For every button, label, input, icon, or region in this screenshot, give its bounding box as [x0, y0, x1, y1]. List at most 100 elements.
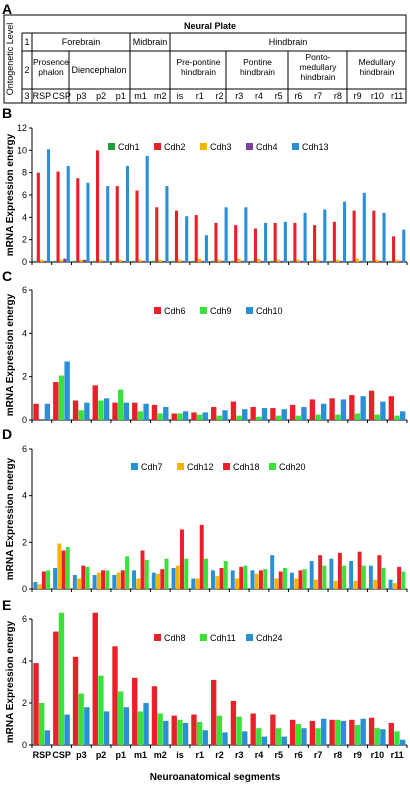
- bar-Cdh8-r7: [309, 720, 316, 745]
- bar-Cdh4-r10: [379, 260, 383, 262]
- bar-Cdh6-m1: [132, 402, 138, 420]
- bar-Cdh3-p1: [119, 259, 123, 262]
- legend-swatch-Cdh10: [246, 307, 253, 314]
- bar-Cdh11-r5: [275, 728, 282, 745]
- level3-cell-p1: p1: [116, 91, 126, 101]
- bar-Cdh1-is: [171, 260, 175, 262]
- bar-Cdh11-CSP: [58, 612, 65, 745]
- level2-medullary: Medullary hindbrain: [358, 57, 396, 77]
- bar-Cdh3-r3: [237, 258, 241, 262]
- bar-Cdh3-r6: [296, 259, 300, 262]
- bar-Cdh11-r2: [216, 715, 223, 745]
- bar-Cdh8-r2: [211, 679, 217, 745]
- bar-Cdh9-r2: [216, 415, 223, 420]
- y-tick-label: 12: [17, 123, 27, 133]
- bar-Cdh11-p3: [78, 693, 84, 745]
- bar-Cdh1-r9: [349, 260, 353, 262]
- bar-Cdh9-r7: [315, 414, 321, 420]
- level2-prosencephalon-cell: Prosence-phalon: [33, 57, 69, 77]
- bar-Cdh9-CSP: [58, 375, 65, 420]
- bar-Cdh18-r6: [298, 570, 303, 589]
- bar-Cdh7-p2: [92, 575, 97, 589]
- x-tick-label-r1: r1: [196, 750, 205, 760]
- bar-Cdh4-m1: [142, 260, 146, 262]
- bar-Cdh4-r6: [300, 260, 304, 262]
- bar-Cdh10-r8: [340, 399, 347, 420]
- level-number-3: 3: [24, 91, 29, 101]
- bar-Cdh1-RSP: [33, 260, 37, 262]
- bar-Cdh8-p3: [72, 656, 79, 745]
- bar-Cdh18-r2: [219, 568, 224, 589]
- bar-Cdh12-r3: [234, 578, 239, 589]
- bar-Cdh18-r3: [239, 566, 244, 589]
- bar-Cdh11-p1: [117, 691, 124, 745]
- x-tick-label-is: is: [176, 750, 184, 760]
- bar-Cdh4-p1: [122, 260, 126, 262]
- y-axis-label: mRNA Expression energy: [5, 293, 16, 416]
- bar-Cdh12-is: [175, 565, 180, 589]
- chart-panel-d: 0 2 4 6 mRNA Expression energy Cdh7 Cdh12 Cdh18…: [5, 444, 408, 594]
- x-axis-title: Neuroanatomical segments: [150, 772, 281, 783]
- bar-Cdh13-r2: [224, 207, 228, 262]
- bar-Cdh7-r8: [329, 558, 334, 589]
- bar-Cdh13-r7: [323, 209, 327, 262]
- bar-Cdh8-r10: [368, 717, 375, 745]
- bar-Cdh20-r10: [381, 568, 386, 589]
- bar-Cdh1-CSP: [53, 260, 57, 262]
- bar-Cdh24-r6: [301, 728, 307, 745]
- bar-Cdh1-r7: [309, 260, 313, 262]
- legend-swatch-Cdh4: [246, 143, 253, 150]
- bar-Cdh9-p2: [98, 400, 104, 420]
- bar-Cdh24-r7: [321, 718, 327, 745]
- bar-Cdh4-is: [181, 260, 185, 262]
- y-tick-label: 4: [22, 491, 27, 501]
- bar-Cdh13-r1: [204, 235, 208, 262]
- bar-Cdh24-r5: [281, 736, 287, 745]
- bar-Cdh13-r11: [402, 229, 406, 262]
- level3-cell-r7: r7: [314, 91, 322, 101]
- bar-Cdh9-r1: [196, 414, 203, 420]
- bar-Cdh4-r1: [201, 260, 205, 262]
- level1-midbrain: Midbrain: [133, 37, 168, 47]
- bar-Cdh6-r9: [349, 395, 355, 420]
- bar-Cdh10-CSP: [64, 361, 70, 420]
- y-tick-label: 6: [22, 285, 27, 295]
- x-tick-label-r10: r10: [371, 750, 385, 760]
- bar-Cdh18-r11: [397, 566, 402, 589]
- bar-Cdh7-r6: [289, 572, 294, 589]
- y-tick-label: 6: [22, 190, 27, 200]
- bar-Cdh8-r8: [329, 719, 335, 745]
- bar-Cdh7-r10: [368, 565, 373, 589]
- bar-Cdh7-r2: [211, 570, 215, 589]
- legend-label-Cdh13: Cdh13: [302, 142, 329, 152]
- bar-Cdh10-r7: [321, 403, 327, 420]
- bar-Cdh10-p3: [84, 402, 90, 420]
- bar-Cdh6-is: [171, 413, 177, 420]
- bar-Cdh2-r4: [253, 228, 257, 262]
- bar-Cdh3-p3: [79, 259, 83, 262]
- bar-Cdh7-m1: [132, 570, 137, 589]
- bar-Cdh20-m2: [164, 558, 169, 589]
- bar-Cdh4-m2: [161, 260, 166, 262]
- chart-panel-e: 0 2 4 6 mRNA Expression energy Cdh8 Cdh11 Cdh24…: [5, 612, 408, 760]
- bar-Cdh9-m2: [157, 413, 163, 420]
- x-tick-label-r4: r4: [255, 750, 264, 760]
- level1-forebrain: Forebrain: [62, 37, 101, 47]
- bar-Cdh11-RSP: [39, 703, 45, 745]
- legend-swatch-Cdh12: [177, 463, 184, 470]
- table-title: Neural Plate: [184, 21, 236, 31]
- level3-cell-RSP: RSP: [33, 91, 52, 101]
- y-tick-label: 2: [22, 372, 27, 382]
- bar-Cdh12-r6: [294, 578, 299, 589]
- legend-label-Cdh3: Cdh3: [210, 142, 232, 152]
- bar-Cdh1-r2: [211, 260, 215, 262]
- bar-Cdh8-r6: [289, 719, 296, 745]
- legend-label-Cdh12: Cdh12: [187, 462, 214, 472]
- bar-Cdh24-m2: [163, 720, 169, 745]
- bar-Cdh18-r5: [278, 571, 283, 589]
- x-tick-label-p3: p3: [76, 750, 87, 760]
- bar-Cdh20-CSP: [65, 547, 70, 589]
- level2-medullary-cell: Medullary hindbrain: [358, 57, 396, 77]
- legend-label-Cdh20: Cdh20: [279, 462, 306, 472]
- bar-Cdh18-p1: [120, 570, 125, 589]
